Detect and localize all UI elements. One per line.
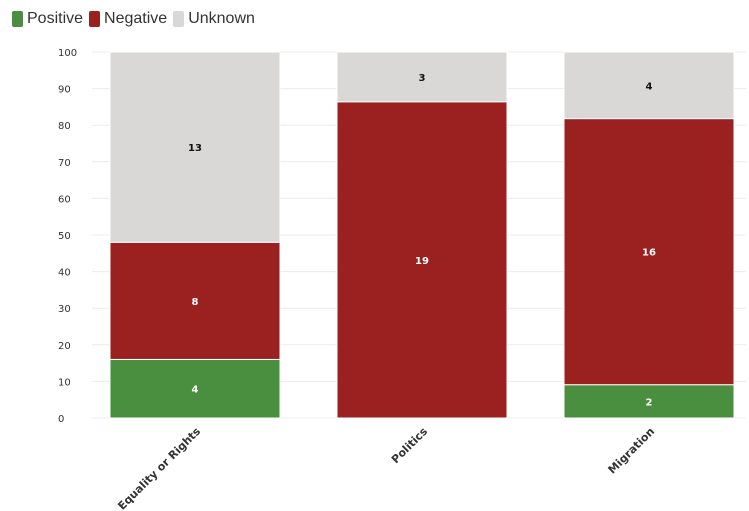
bar-segment[interactable] [336,51,508,103]
y-tick-label: 20 [58,341,71,352]
y-tick-label: 80 [58,121,71,132]
chart-legend: Positive Negative Unknown [12,10,261,28]
bar-value-label: 3 [419,73,426,84]
y-tick-label: 50 [58,231,71,242]
bar-segment[interactable] [109,51,281,243]
legend-item-unknown[interactable]: Unknown [173,10,255,28]
y-tick-label: 90 [58,85,71,96]
legend-item-positive[interactable]: Positive [12,10,83,28]
legend-swatch-positive [12,11,23,27]
bar-value-label: 8 [192,297,199,308]
bar-segment[interactable] [109,358,281,419]
bar-value-label: 13 [188,143,202,154]
y-tick-label: 100 [58,48,77,59]
y-tick-label: 10 [58,377,71,388]
x-tick-label: Migration [606,425,658,477]
bar-value-label: 2 [646,397,653,408]
bar-segment[interactable] [563,384,735,419]
legend-label-negative: Negative [104,10,168,27]
y-tick-label: 60 [58,194,71,205]
legend-swatch-negative [89,11,101,27]
x-tick-label: Politics [389,425,431,467]
legend-label-unknown: Unknown [188,10,255,27]
x-axis: Equality or Rights Politics Migration [115,425,657,511]
y-axis: 0 10 20 30 40 50 60 70 80 90 100 [58,48,77,425]
bar-segment[interactable] [109,241,281,360]
y-tick-label: 30 [58,304,71,315]
legend-swatch-unknown [173,11,185,27]
bar-value-label: 4 [646,81,653,92]
x-tick-label: Equality or Rights [115,425,203,511]
bar-value-label: 16 [642,248,656,259]
bar-value-label: 19 [415,256,429,267]
y-tick-label: 70 [58,158,71,169]
bar-value-label: 4 [192,385,199,396]
legend-item-negative[interactable]: Negative [89,10,167,28]
bars: 4 8 13 19 3 2 16 4 [109,51,735,419]
bar-segment[interactable] [563,51,735,120]
y-tick-label: 40 [58,268,71,279]
y-tick-label: 0 [58,414,64,425]
legend-label-positive: Positive [27,10,84,27]
bar-segment[interactable] [336,101,508,419]
